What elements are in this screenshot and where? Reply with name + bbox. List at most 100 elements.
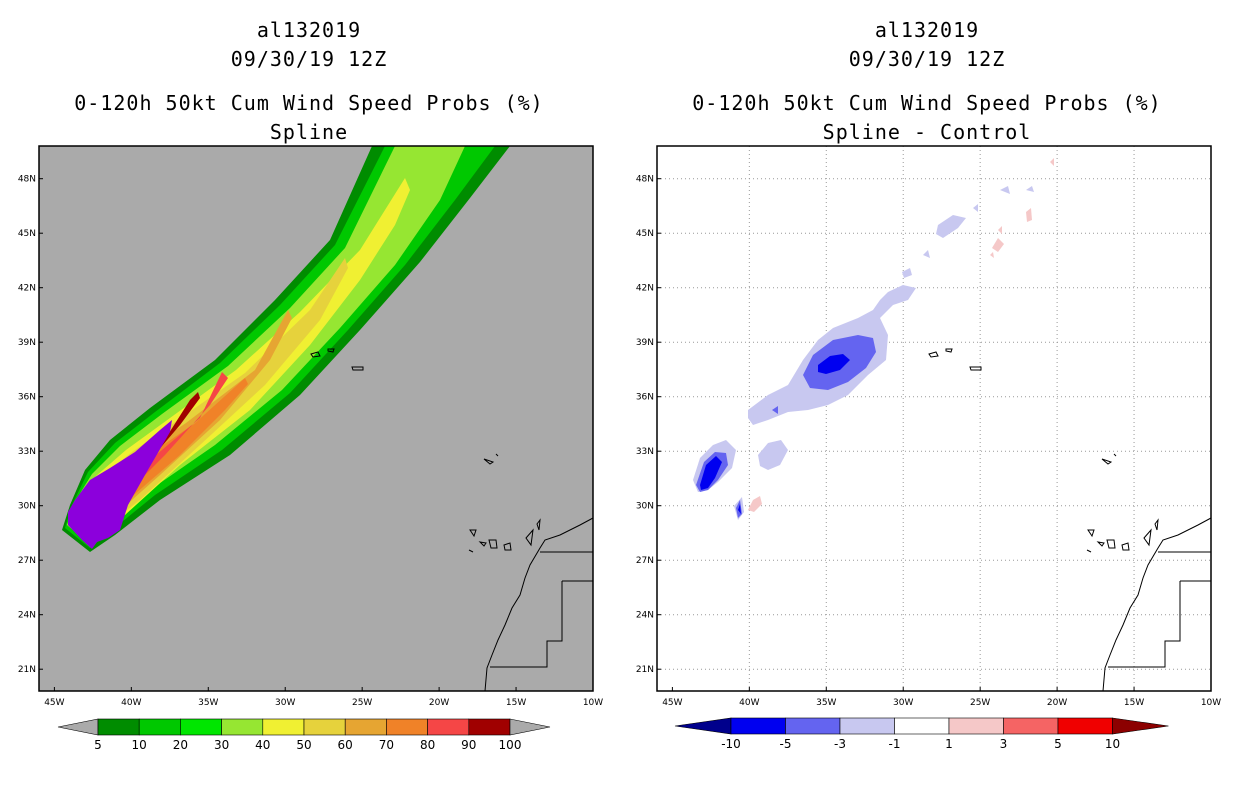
diff-dark-blue-b [700,456,722,490]
y-tick-label: 48N [18,175,36,185]
y-tick-label: 24N [636,611,654,621]
left-y-axis: 48N 45N 42N 39N 36N 33N 30N 27N 24N 21N [18,175,43,675]
right-coastlines [928,348,1211,691]
colorbar-tick-label: 1 [945,737,953,751]
y-tick-label: 24N [18,611,36,621]
y-tick-label: 36N [636,393,654,403]
y-tick-label: 27N [636,556,654,566]
x-tick-label: 45W [44,698,64,708]
right-panel: al132019 09/30/19 12Z 0-120h 50kt Cum Wi… [618,0,1236,800]
colorbar-tick-label: 100 [499,738,522,752]
y-tick-label: 48N [636,175,654,185]
diff-light-red-b [992,238,1004,252]
colorbar-tick-label: 60 [338,738,353,752]
x-tick-label: 10W [1201,698,1221,708]
colorbar-tick-label: 10 [132,738,147,752]
right-subtitle: Spline - Control [822,120,1032,144]
colorbar-tick-label: 70 [379,738,394,752]
x-tick-label: 40W [121,698,141,708]
colorbar-tick-label: 50 [296,738,311,752]
y-tick-label: 21N [18,665,36,675]
diff-light-blue-a [936,215,966,238]
colorbar-segment [303,718,346,736]
diff-light-blue-g [758,440,788,470]
right-y-axis: 48N 45N 42N 39N 36N 33N 30N 27N 24N 21N [636,175,661,675]
colorbar-segment [948,717,1004,735]
y-tick-label: 36N [18,393,36,403]
diff-light-blue-b [902,268,912,278]
y-tick-label: 30N [18,502,36,512]
x-tick-label: 15W [1124,698,1144,708]
colorbar-segment [180,718,222,736]
colorbar-tick-label: 90 [461,738,476,752]
y-tick-label: 39N [636,338,654,348]
colorbar-tick-label: 30 [214,738,229,752]
colorbar-tick-label: 5 [94,738,102,752]
colorbar-tick-label: 40 [255,738,270,752]
left-subtitle: Spline [269,120,349,144]
diff-light-blue-e [1000,186,1010,194]
colorbar-segment [344,718,387,736]
y-tick-label: 27N [18,556,36,566]
left-panel: al132019 09/30/19 12Z 0-120h 50kt Cum Wi… [18,18,603,752]
x-tick-label: 30W [893,698,913,708]
colorbar-tick-label: 5 [1054,737,1062,751]
x-tick-label: 35W [816,698,836,708]
colorbar-right-arrow [509,718,551,736]
colorbar-tick-label: 80 [420,738,435,752]
y-tick-label: 33N [18,447,36,457]
right-date: 09/30/19 12Z [848,47,1006,71]
colorbar-left-arrow [57,718,99,736]
right-storm-id: al132019 [874,18,980,42]
left-colorbar: 5 10 20 30 40 50 60 70 80 90 100 [57,718,551,752]
diff-dark-blue-main [818,354,850,374]
left-coastlines [310,348,593,691]
colorbar-left-arrow [674,717,732,735]
diff-light-red-f [990,252,994,258]
colorbar-segment [1003,717,1059,735]
colorbar-segment [894,717,950,735]
colorbar-segment [1057,717,1113,735]
colorbar-tick-label: 3 [1000,737,1008,751]
x-tick-label: 25W [970,698,990,708]
colorbar-segment [386,718,428,736]
left-title: 0-120h 50kt Cum Wind Speed Probs (%) [74,91,544,115]
x-tick-label: 30W [275,698,295,708]
colorbar-segment [785,717,841,735]
y-tick-label: 45N [636,229,654,239]
y-tick-label: 42N [18,284,36,294]
prob-band-100 [68,420,172,549]
y-tick-label: 21N [636,665,654,675]
diff-mid-blue-d [772,406,778,414]
colorbar-segment [221,718,264,736]
y-tick-label: 30N [636,502,654,512]
right-title: 0-120h 50kt Cum Wind Speed Probs (%) [692,91,1162,115]
left-date: 09/30/19 12Z [230,47,388,71]
colorbar-segment [97,718,140,736]
right-chart-svg: 45W 40W 35W 30W 25W 20W 15W 10W 48N 45N 42N 39N 36N… [636,145,1221,751]
colorbar-segment [839,717,895,735]
diff-dark-blue-c [738,504,741,514]
colorbar-segment [468,718,511,736]
diff-light-red-e [998,226,1002,234]
left-map-background [39,146,593,691]
x-tick-label: 40W [739,698,759,708]
x-tick-label: 20W [429,698,449,708]
colorbar-tick-label: -10 [721,737,741,751]
colorbar-segment [262,718,305,736]
y-tick-label: 45N [18,229,36,239]
diff-light-blue-f [1026,186,1034,192]
colorbar-tick-label: -3 [834,737,846,751]
colorbar-tick-label: -5 [780,737,792,751]
left-probability-contours [62,146,593,691]
right-difference-contours [693,158,1211,691]
y-tick-label: 33N [636,447,654,457]
x-tick-label: 20W [1047,698,1067,708]
diff-light-blue-d [973,204,978,212]
left-chart-svg: 45W 40W 35W 30W 25W 20W 15W 10W 48N 45N 42N 39N 36N… [18,145,603,752]
diff-light-red-c [1026,208,1032,222]
left-x-axis: 45W 40W 35W 30W 25W 20W 15W 10W [44,687,603,708]
colorbar-tick-label: 10 [1105,737,1120,751]
colorbar-segment [730,717,786,735]
diff-light-red-d [1050,158,1054,166]
